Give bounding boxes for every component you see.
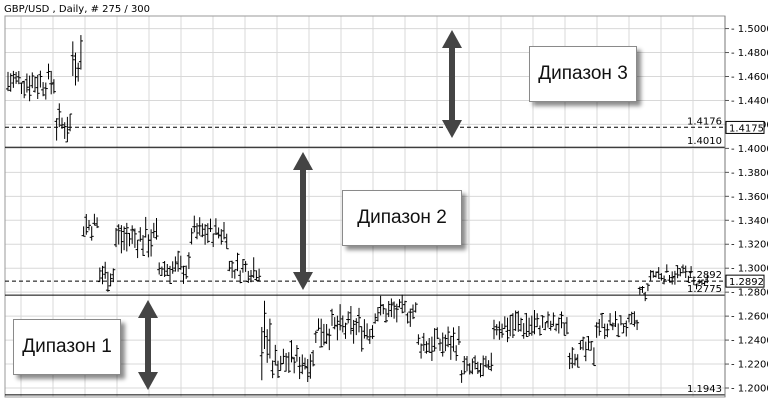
double-arrow [138, 300, 158, 390]
axis-tick-label: - 1.2000 [731, 384, 768, 395]
axis-tick-label: - 1.3600 [731, 192, 768, 203]
axis-tick-label: - 1.3000 [731, 264, 768, 275]
price-levels: 1.4176 1.4010 1.2892 1.2775 1.1943 [5, 116, 725, 396]
arrow-head-down [442, 120, 462, 138]
axis-tick-label: - 1.3200 [731, 240, 768, 251]
arrow-head-down [138, 372, 158, 390]
chart-title: GBP/USD , Daily, # 275 / 300 [4, 4, 150, 15]
current-price-label: 1.4175 [729, 123, 764, 134]
axis-tick-label: - 1.3400 [731, 216, 768, 227]
range-arrows [138, 30, 462, 390]
price-level-label: 1.4010 [687, 136, 722, 147]
range-label-1: Дипазон 1 [13, 319, 121, 375]
price-level-label: 1.2892 [687, 270, 722, 281]
price-level-label: 1.4176 [687, 116, 722, 127]
axis-tick-label: - 1.2600 [731, 312, 768, 323]
axis-tick-label: - 1.4800 [731, 48, 768, 59]
axis-tick-label: - 1.4400 [731, 96, 768, 107]
axis-tick-label: - 1.2200 [731, 360, 768, 371]
ohlc-bars [6, 35, 710, 383]
axis-tick-label: - 1.4600 [731, 72, 768, 83]
double-arrow [293, 152, 313, 290]
arrow-head-down [293, 272, 313, 290]
price-box [725, 274, 765, 288]
price-box-label: 1.2892 [729, 277, 764, 288]
axis-tick-label: - 1.3800 [731, 168, 768, 179]
double-arrow [442, 30, 462, 138]
price-axis: - 1.5000- 1.4800- 1.4600- 1.4400- 1.4200… [724, 16, 768, 397]
arrow-head-up [442, 30, 462, 48]
axis-tick-label: - 1.5000 [731, 24, 768, 35]
current-price-box [725, 120, 765, 134]
axis-tick-label: - 1.4000 [731, 144, 768, 155]
price-level-label: 1.1943 [687, 384, 722, 395]
axis-tick-label: - 1.2400 [731, 336, 768, 347]
range-label-2: Дипазон 2 [342, 190, 462, 246]
price-level-label: 1.2775 [687, 284, 722, 295]
arrow-head-up [293, 152, 313, 170]
arrow-head-up [138, 300, 158, 318]
range-label-3: Дипазон 3 [529, 46, 637, 102]
axis-tick-label: - 1.2800 [731, 288, 768, 299]
